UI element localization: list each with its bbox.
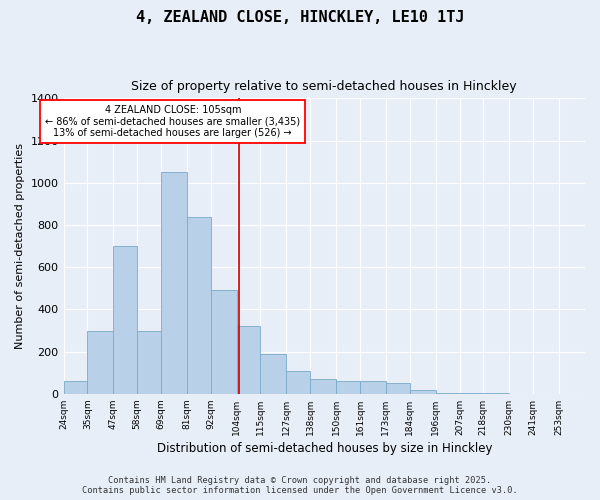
Bar	[436, 393, 460, 394]
Text: 4, ZEALAND CLOSE, HINCKLEY, LE10 1TJ: 4, ZEALAND CLOSE, HINCKLEY, LE10 1TJ	[136, 10, 464, 25]
Bar	[137, 330, 161, 394]
X-axis label: Distribution of semi-detached houses by size in Hinckley: Distribution of semi-detached houses by …	[157, 442, 492, 455]
Bar	[64, 381, 88, 394]
Text: Contains HM Land Registry data © Crown copyright and database right 2025.
Contai: Contains HM Land Registry data © Crown c…	[82, 476, 518, 495]
Bar	[460, 393, 484, 394]
Bar	[386, 384, 410, 394]
Bar	[236, 326, 260, 394]
Bar	[286, 370, 310, 394]
Bar	[410, 390, 436, 394]
Title: Size of property relative to semi-detached houses in Hinckley: Size of property relative to semi-detach…	[131, 80, 517, 93]
Bar	[88, 330, 113, 394]
Bar	[113, 246, 137, 394]
Bar	[161, 172, 187, 394]
Bar	[336, 381, 360, 394]
Bar	[310, 379, 336, 394]
Bar	[187, 216, 211, 394]
Bar	[211, 290, 236, 394]
Bar	[260, 354, 286, 394]
Bar	[360, 381, 386, 394]
Text: 4 ZEALAND CLOSE: 105sqm
← 86% of semi-detached houses are smaller (3,435)
13% of: 4 ZEALAND CLOSE: 105sqm ← 86% of semi-de…	[45, 104, 301, 138]
Y-axis label: Number of semi-detached properties: Number of semi-detached properties	[15, 143, 25, 349]
